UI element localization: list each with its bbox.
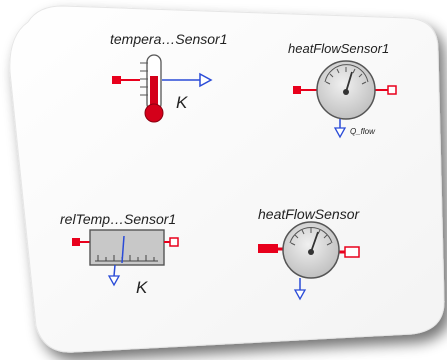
gauge-icon — [282, 221, 340, 279]
gauge-icon — [316, 60, 376, 120]
temperature-sensor[interactable]: tempera…Sensor1 K — [110, 31, 228, 123]
temperature-unit: K — [176, 93, 188, 112]
port-b[interactable] — [387, 85, 397, 95]
heat-flow-sensor[interactable]: heatFlowSensor — [258, 206, 361, 301]
port-a[interactable] — [72, 238, 80, 246]
heat-flow-sensor-1-label: heatFlowSensor1 — [288, 41, 389, 56]
scale-box-icon — [89, 229, 165, 266]
temperature-sensor-label: tempera…Sensor1 — [110, 31, 228, 47]
rel-temp-sensor[interactable]: relTemp…Sensor1 K — [60, 211, 179, 297]
port-b[interactable] — [169, 237, 179, 247]
q-flow-output-arrow[interactable] — [293, 289, 307, 301]
port-b[interactable] — [344, 246, 360, 258]
heat-flow-sensor-label: heatFlowSensor — [258, 206, 361, 222]
heat-port[interactable] — [112, 76, 121, 84]
thermometer-icon — [140, 54, 164, 123]
rel-temp-sensor-label: relTemp…Sensor1 — [60, 211, 176, 227]
q-flow-label: Q_flow — [350, 127, 376, 136]
port-a[interactable] — [258, 244, 278, 253]
port-a[interactable] — [293, 86, 301, 94]
rel-temp-unit: K — [136, 278, 148, 297]
tile-background — [9, 5, 445, 353]
signal-line — [113, 264, 116, 277]
heat-flow-sensor-1[interactable]: heatFlowSensor1 Q_flow — [288, 41, 397, 139]
signal-output-arrow[interactable] — [199, 72, 213, 88]
signal-output-arrow[interactable] — [107, 275, 121, 287]
q-flow-output-arrow[interactable] — [333, 127, 347, 139]
